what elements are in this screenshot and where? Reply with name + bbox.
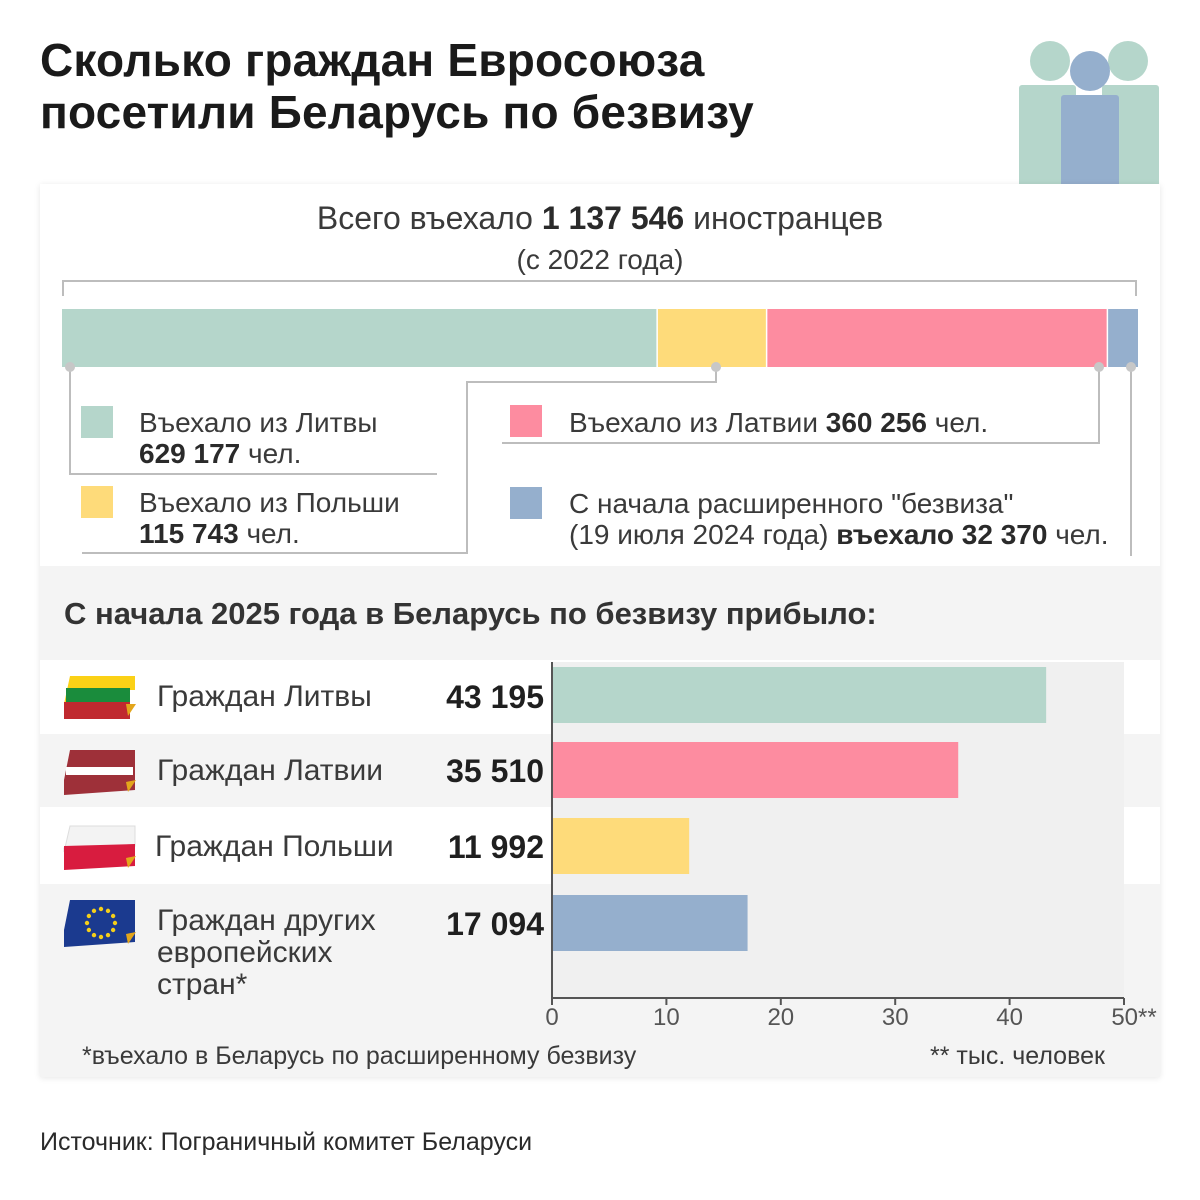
- country-label-latvia: Граждан Латвии: [157, 755, 383, 787]
- country-label-text: Граждан других: [157, 904, 376, 937]
- legend-extended-date: (19 июля 2024 года): [569, 519, 829, 550]
- country-label-other: Граждан других европейских стран*: [157, 905, 376, 1001]
- title-line-1: Сколько граждан Евросоюза: [40, 34, 705, 86]
- country-label-text: европейских: [157, 936, 333, 969]
- eu-star: [86, 927, 92, 933]
- legend-latvia-unit: чел.: [934, 407, 989, 438]
- eu-star: [91, 908, 97, 914]
- x-tick-label: 0: [545, 1004, 558, 1031]
- legend-lithuania-unit: чел.: [248, 438, 302, 469]
- count-other: 17 094: [446, 906, 544, 942]
- eu-star: [98, 906, 104, 912]
- connector-latvia: [502, 367, 1100, 444]
- legend-lithuania: Въехало из Литвы 629 177 чел.: [139, 407, 378, 469]
- flag-latvia-icon: [64, 750, 136, 795]
- country-label-lithuania: Граждан Литвы: [157, 681, 372, 713]
- section-2025-title: С начала 2025 года в Беларусь по безвизу…: [64, 596, 877, 631]
- footnote-extended: *въехало в Беларусь по расширенному безв…: [82, 1042, 637, 1070]
- eu-star: [110, 927, 116, 933]
- bar-1: [552, 742, 959, 798]
- stacked-segment-0: [62, 309, 658, 367]
- connector-lithuania: [69, 367, 437, 475]
- legend-poland-value: 115 743: [139, 518, 239, 549]
- legend-poland: Въехало из Польши 115 743 чел.: [139, 487, 400, 549]
- x-tick-label: 30: [882, 1004, 909, 1031]
- x-tick-label: 20: [767, 1004, 794, 1031]
- stacked-segment-3: [1107, 309, 1138, 367]
- eu-star: [84, 920, 90, 926]
- stacked-bar: [62, 309, 1138, 367]
- page-title: Сколько граждан Евросоюза посетили Белар…: [40, 34, 754, 138]
- connector-dot: [1126, 362, 1136, 372]
- legend-extended-line1: С начала расширенного "безвиза": [569, 488, 1014, 519]
- source-credit: Источник: Пограничный комитет Беларуси: [40, 1128, 533, 1156]
- count-latvia: 35 510: [446, 753, 544, 789]
- x-tick-label: 40: [996, 1004, 1023, 1031]
- flag-poland-icon: [63, 825, 136, 870]
- total-suffix: иностранцев: [693, 200, 884, 236]
- chart-bars: [552, 667, 1047, 951]
- legend-lithuania-value: 629 177: [139, 438, 241, 469]
- eu-star: [112, 920, 118, 926]
- legend-extended: С начала расширенного "безвиза" (19 июля…: [569, 488, 1109, 550]
- count-lithuania: 43 195: [446, 679, 544, 715]
- eu-star: [91, 932, 97, 938]
- total-value: 1 137 546: [541, 200, 685, 236]
- legend-latvia: Въехало из Латвии 360 256 чел.: [569, 407, 988, 438]
- legend-extended-value: 32 370: [961, 519, 1048, 550]
- flag-lithuania-icon: [64, 676, 136, 719]
- legend-lithuania-label: Въехало из Литвы: [139, 407, 378, 438]
- stacked-segment-2: [766, 309, 1108, 367]
- flag-eu-icon: [64, 900, 136, 947]
- total-heading: Всего въехало 1 137 546 иностранцев: [0, 200, 1200, 237]
- legend-extended-unit: чел.: [1055, 519, 1109, 550]
- footnote-strip: [40, 1034, 1160, 1077]
- country-label-text: стран*: [157, 968, 248, 1001]
- total-prefix: Всего въехало: [316, 200, 533, 236]
- connector-dot: [65, 362, 75, 372]
- eu-star: [110, 913, 116, 919]
- x-tick-label: 10: [653, 1004, 680, 1031]
- footnote-thousands: ** тыс. человек: [930, 1042, 1105, 1070]
- eu-star: [105, 932, 111, 938]
- connector-dot: [1094, 362, 1104, 372]
- country-label-text: Граждан Литвы: [157, 680, 372, 713]
- bar-0: [552, 667, 1047, 723]
- legend-poland-label: Въехало из Польши: [139, 487, 400, 518]
- bar-3: [552, 895, 748, 951]
- swatch-poland: [81, 486, 113, 518]
- people-icon: [1019, 41, 1159, 212]
- total-since: (с 2022 года): [516, 244, 684, 275]
- eu-star: [105, 908, 111, 914]
- legend-extended-verb: въехало: [836, 519, 954, 550]
- x-tick-label: 50**: [1111, 1004, 1156, 1031]
- legend-latvia-label: Въехало из Латвии: [569, 407, 818, 438]
- total-bracket: [62, 280, 1137, 296]
- legend-latvia-value: 360 256: [825, 407, 927, 438]
- swatch-latvia: [510, 405, 542, 437]
- legend-poland-unit: чел.: [246, 518, 300, 549]
- swatch-lithuania: [81, 406, 113, 438]
- connector-dot: [711, 362, 721, 372]
- section-2025: С начала 2025 года в Беларусь по безвизу…: [40, 566, 1160, 660]
- eu-star: [98, 934, 104, 940]
- title-line-2: посетили Беларусь по безвизу: [40, 86, 754, 138]
- country-label-poland: Граждан Польши: [155, 831, 394, 863]
- connector-poland: [82, 367, 717, 554]
- bar-2: [552, 818, 690, 874]
- stacked-segment-1: [657, 309, 767, 367]
- count-poland: 11 992: [447, 829, 544, 865]
- swatch-extended: [510, 487, 542, 519]
- chart-x-axis: 0 10 20 30 40 50**: [545, 662, 1157, 1031]
- eu-star: [86, 913, 92, 919]
- country-label-text: Граждан Польши: [155, 830, 394, 863]
- country-label-text: Граждан Латвии: [157, 754, 383, 787]
- legend-connectors: [69, 367, 1132, 556]
